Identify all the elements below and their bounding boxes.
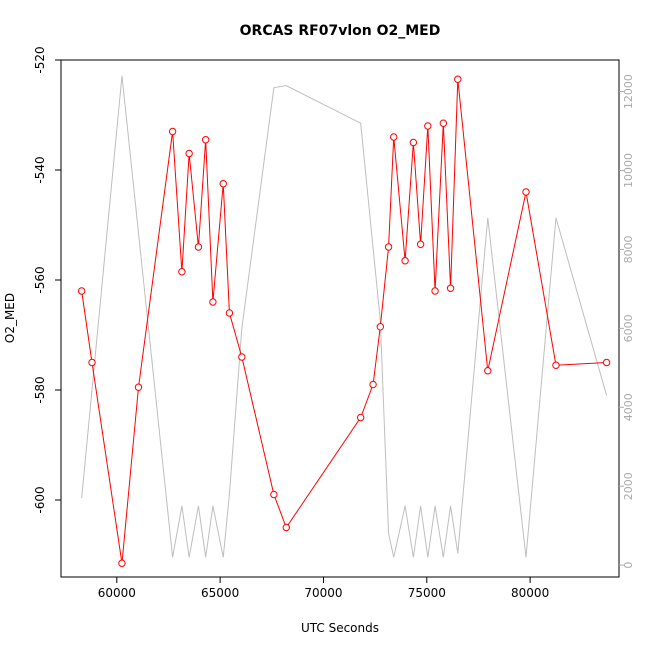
data-point bbox=[552, 361, 560, 369]
data-point bbox=[602, 358, 611, 367]
data-point bbox=[194, 243, 203, 251]
y-tick-label: -600 bbox=[33, 486, 47, 513]
data-point bbox=[390, 133, 398, 141]
secondary-series-line bbox=[81, 75, 608, 558]
x-tick-label: 80000 bbox=[511, 586, 549, 600]
data-point bbox=[270, 490, 278, 499]
series-primary bbox=[77, 75, 611, 567]
data-point bbox=[219, 180, 227, 188]
data-point bbox=[77, 287, 86, 295]
data-point bbox=[185, 149, 193, 158]
data-point bbox=[439, 119, 448, 127]
data-point bbox=[369, 380, 377, 389]
data-point bbox=[384, 243, 393, 251]
data-point bbox=[282, 523, 290, 532]
y2-tick-label: 10000 bbox=[622, 153, 635, 188]
data-point bbox=[356, 413, 365, 422]
plot-frame bbox=[60, 59, 620, 578]
y-tick-label: -580 bbox=[33, 376, 47, 403]
y-tick-label: -520 bbox=[33, 46, 47, 73]
data-point bbox=[88, 358, 96, 367]
y2-tick-label: 2000 bbox=[622, 472, 635, 500]
data-point bbox=[416, 240, 425, 248]
data-point bbox=[168, 127, 177, 136]
data-point bbox=[178, 268, 186, 276]
y2-tick-label: 8000 bbox=[622, 235, 635, 263]
data-point bbox=[424, 122, 432, 130]
y-axis-label: O2_MED bbox=[3, 293, 17, 343]
data-point bbox=[484, 367, 492, 375]
y2-tick-label: 4000 bbox=[622, 393, 635, 421]
primary-series-line bbox=[81, 79, 607, 564]
y2-axis: 0 2000 4000 6000 8000 10000 12000 bbox=[619, 74, 635, 569]
y2-tick-label: 6000 bbox=[622, 314, 635, 342]
x-axis-label: UTC Seconds bbox=[301, 621, 379, 635]
data-point bbox=[134, 383, 143, 391]
y-tick-label: -560 bbox=[33, 266, 47, 293]
y-tick-label: -540 bbox=[33, 156, 47, 183]
chart-title: ORCAS RF07vlon O2_MED bbox=[240, 23, 441, 39]
data-point bbox=[238, 353, 246, 361]
x-tick-label: 70000 bbox=[304, 586, 342, 600]
data-point bbox=[446, 284, 455, 292]
data-point bbox=[118, 559, 126, 567]
data-point bbox=[376, 323, 384, 331]
data-point bbox=[409, 138, 418, 147]
data-point bbox=[454, 75, 462, 83]
data-point bbox=[201, 136, 210, 144]
x-axis: 60000 65000 70000 75000 80000 bbox=[98, 577, 549, 600]
x-tick-label: 65000 bbox=[201, 586, 239, 600]
data-point bbox=[209, 298, 217, 306]
x-tick-label: 60000 bbox=[98, 586, 136, 600]
y-axis: -600 -580 -560 -540 -520 bbox=[33, 46, 61, 514]
y2-tick-label: 0 bbox=[622, 562, 635, 569]
y2-tick-label: 12000 bbox=[622, 74, 635, 109]
data-point bbox=[401, 257, 409, 265]
data-point bbox=[225, 309, 234, 317]
data-point bbox=[522, 188, 530, 196]
x-tick-label: 75000 bbox=[408, 586, 446, 600]
series-secondary bbox=[81, 75, 608, 558]
data-point bbox=[431, 287, 439, 295]
